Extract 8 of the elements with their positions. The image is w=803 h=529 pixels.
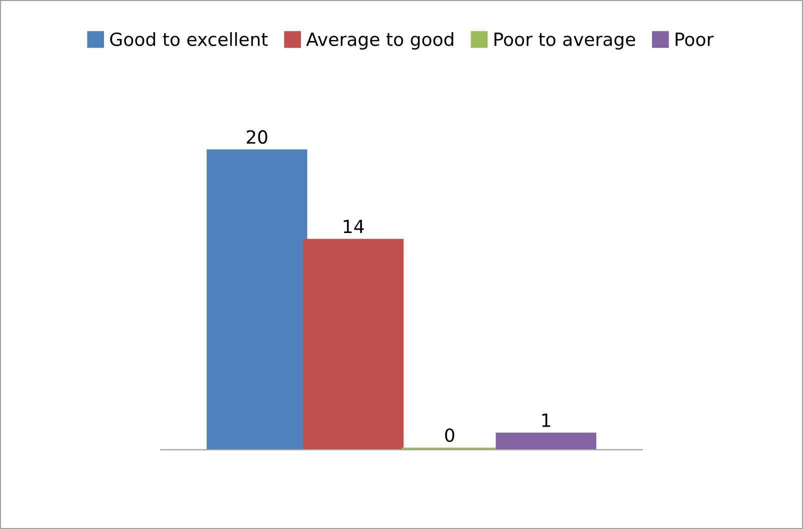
data-label: 0: [445, 428, 454, 442]
data-label: 1: [542, 414, 550, 427]
data-label: 20: [246, 130, 268, 144]
legend-label: Poor: [676, 32, 714, 46]
legend-label: Poor to average: [494, 32, 636, 50]
legend-label: Good to excellent: [110, 32, 268, 46]
data-label: 14: [344, 220, 364, 234]
legend-label: Average to good: [306, 32, 454, 50]
